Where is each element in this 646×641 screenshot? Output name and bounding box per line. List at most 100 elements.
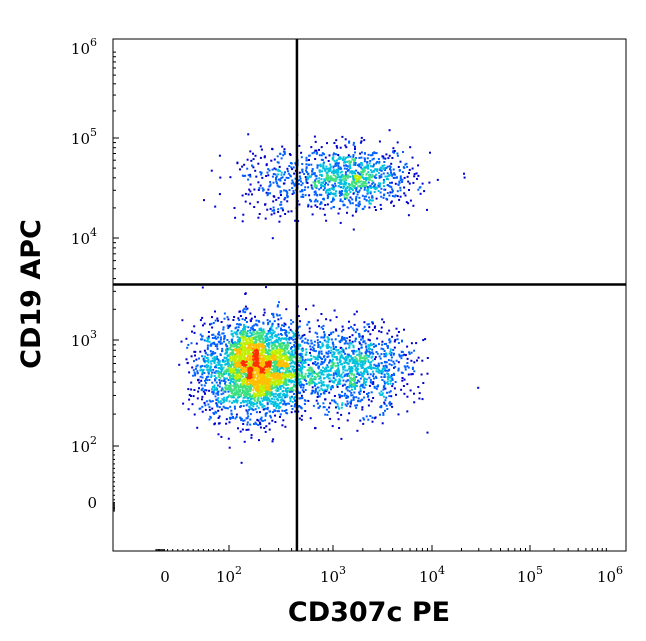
event-dot [220,389,223,392]
event-dot [249,345,252,348]
event-dot [371,359,374,362]
event-dot [314,192,317,195]
event-dot [346,400,349,403]
event-dot [252,402,255,405]
event-dot [330,332,333,335]
event-dot [243,393,246,396]
event-dot [188,398,191,401]
event-dot [381,343,384,346]
event-dot [362,180,365,183]
event-dot [258,394,261,397]
event-dot [391,374,393,376]
event-dot [373,327,376,329]
event-dot [228,421,231,424]
event-dot [286,346,289,349]
event-dot [333,362,336,365]
event-dot [318,181,320,184]
event-dot [346,211,348,214]
event-dot [230,357,233,360]
event-dot [266,343,268,345]
event-dot [252,356,255,359]
event-dot [212,352,215,355]
event-dot [246,340,249,343]
event-dot [367,330,370,333]
event-dot [283,348,285,351]
event-dot [211,388,213,391]
event-dot [252,338,255,340]
event-dot [289,356,292,359]
event-dot [304,372,307,375]
event-dot [235,356,238,359]
event-dot [335,316,338,319]
event-dot [334,370,337,373]
event-dot [283,410,286,412]
event-dot [417,164,420,167]
event-dot [280,401,283,404]
event-dot [406,345,409,348]
event-dot [250,434,253,437]
event-dot [333,347,335,350]
event-dot [327,192,330,195]
event-dot [386,346,389,349]
event-dot [274,379,277,382]
event-dot [333,198,336,201]
event-dot [320,369,323,372]
event-dot [319,363,322,366]
event-dot [424,338,427,341]
event-dot [216,372,219,375]
event-dot [392,173,395,176]
event-dot [371,348,374,351]
event-dot [269,379,271,382]
event-dot [273,362,276,364]
event-dot [355,370,358,373]
event-dot [375,377,378,379]
event-dot [201,395,204,398]
event-dot [334,338,337,341]
event-dot [312,404,315,407]
event-dot [367,398,370,401]
event-dot [361,356,364,359]
event-dot [327,188,330,191]
event-dot [294,378,297,381]
event-dot [327,355,330,358]
event-dot [384,369,387,372]
event-dot [311,386,314,389]
event-dot [282,343,285,346]
event-dot [267,389,270,392]
event-dot [235,377,238,380]
event-dot [255,335,258,338]
event-dot [253,341,256,344]
event-dot [280,350,283,353]
event-dot [357,181,360,184]
event-dot [239,386,242,389]
event-dot [227,437,230,440]
event-dot [285,393,288,396]
event-dot [263,371,266,374]
event-dot [202,324,204,327]
event-dot [254,393,257,396]
event-dot [374,168,377,171]
event-dot [310,354,313,357]
event-dot [261,176,264,179]
event-dot [275,363,277,366]
event-dot [262,363,265,366]
event-dot [240,418,243,420]
event-dot [349,405,352,408]
event-dot [340,350,343,353]
event-dot [312,355,315,358]
event-dot [267,384,270,387]
event-dot [249,331,252,334]
event-dot [223,378,226,381]
event-dot [223,335,226,337]
event-dot [320,381,323,384]
event-dot [201,398,203,401]
event-dot [273,363,276,366]
event-dot [308,159,310,161]
event-dot [284,378,287,380]
event-dot [234,387,237,390]
event-dot [201,364,204,367]
event-dot [269,388,272,391]
event-dot [316,332,319,335]
event-dot [342,187,345,190]
event-dot [357,399,360,402]
